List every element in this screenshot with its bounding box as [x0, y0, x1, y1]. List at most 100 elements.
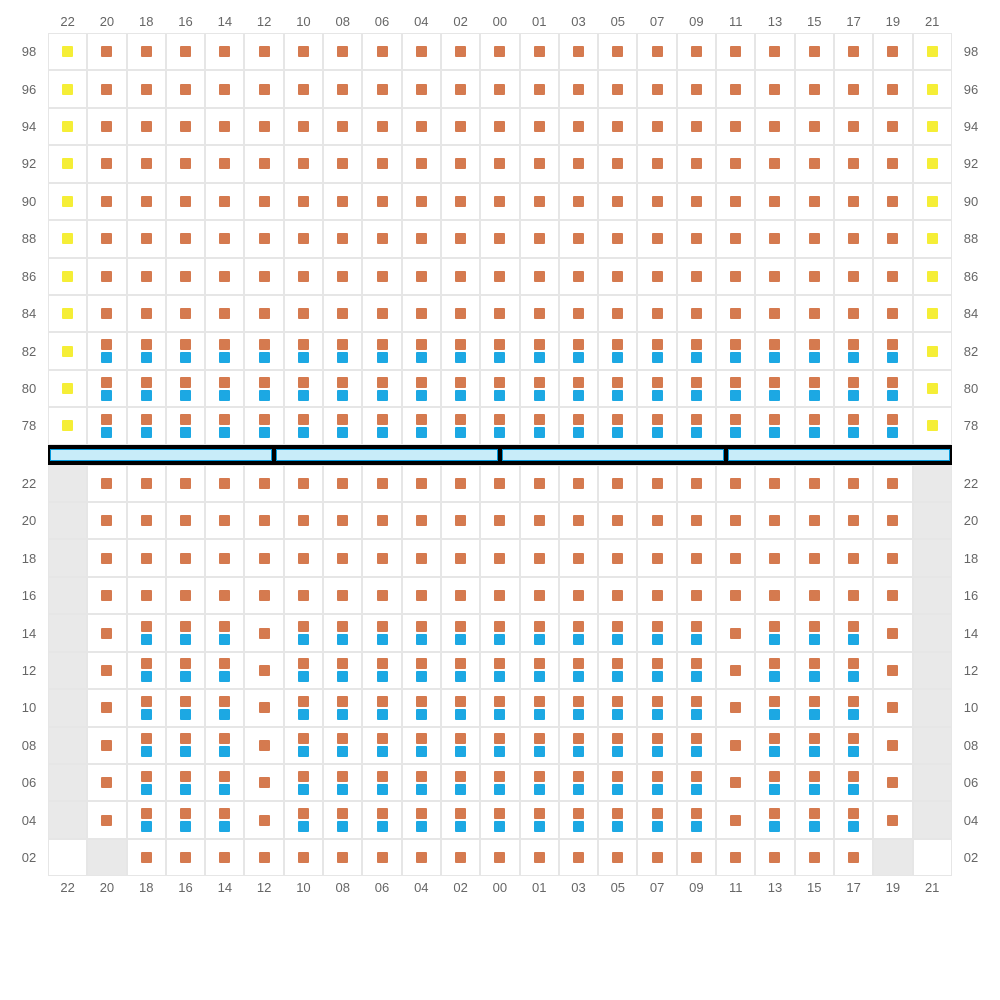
- seat-cell[interactable]: [637, 108, 676, 145]
- seat-cell[interactable]: [402, 727, 441, 764]
- seat-cell[interactable]: [48, 502, 87, 539]
- seat-cell[interactable]: [402, 183, 441, 220]
- seat-cell[interactable]: [166, 220, 205, 257]
- seat-cell[interactable]: [205, 502, 244, 539]
- seat-cell[interactable]: [795, 539, 834, 576]
- seat-cell[interactable]: [559, 295, 598, 332]
- seat-cell[interactable]: [166, 839, 205, 876]
- seat-cell[interactable]: [834, 801, 873, 838]
- seat-cell[interactable]: [873, 258, 912, 295]
- seat-cell[interactable]: [559, 689, 598, 726]
- seat-cell[interactable]: [362, 407, 401, 444]
- seat-cell[interactable]: [755, 258, 794, 295]
- seat-cell[interactable]: [873, 465, 912, 502]
- seat-cell[interactable]: [795, 70, 834, 107]
- seat-cell[interactable]: [755, 70, 794, 107]
- seat-cell[interactable]: [755, 33, 794, 70]
- seat-cell[interactable]: [402, 220, 441, 257]
- seat-cell[interactable]: [127, 502, 166, 539]
- seat-cell[interactable]: [834, 614, 873, 651]
- seat-cell[interactable]: [244, 70, 283, 107]
- seat-cell[interactable]: [166, 689, 205, 726]
- seat-cell[interactable]: [559, 539, 598, 576]
- seat-cell[interactable]: [205, 764, 244, 801]
- seat-cell[interactable]: [913, 801, 952, 838]
- seat-cell[interactable]: [480, 258, 519, 295]
- seat-cell[interactable]: [677, 502, 716, 539]
- seat-cell[interactable]: [873, 839, 912, 876]
- seat-cell[interactable]: [677, 539, 716, 576]
- seat-cell[interactable]: [834, 70, 873, 107]
- seat-cell[interactable]: [716, 258, 755, 295]
- seat-cell[interactable]: [323, 220, 362, 257]
- seat-cell[interactable]: [873, 33, 912, 70]
- seat-cell[interactable]: [598, 577, 637, 614]
- seat-cell[interactable]: [244, 407, 283, 444]
- seat-cell[interactable]: [795, 801, 834, 838]
- seat-cell[interactable]: [402, 145, 441, 182]
- seat-cell[interactable]: [913, 614, 952, 651]
- seat-cell[interactable]: [323, 839, 362, 876]
- seat-cell[interactable]: [480, 407, 519, 444]
- seat-cell[interactable]: [48, 145, 87, 182]
- seat-cell[interactable]: [87, 614, 126, 651]
- seat-cell[interactable]: [834, 33, 873, 70]
- seat-cell[interactable]: [520, 145, 559, 182]
- seat-cell[interactable]: [323, 258, 362, 295]
- seat-cell[interactable]: [716, 465, 755, 502]
- seat-cell[interactable]: [441, 839, 480, 876]
- seat-cell[interactable]: [873, 108, 912, 145]
- seat-cell[interactable]: [127, 108, 166, 145]
- seat-cell[interactable]: [244, 33, 283, 70]
- seat-cell[interactable]: [166, 258, 205, 295]
- seat-cell[interactable]: [87, 332, 126, 369]
- seat-cell[interactable]: [362, 727, 401, 764]
- seat-cell[interactable]: [87, 295, 126, 332]
- seat-cell[interactable]: [598, 502, 637, 539]
- seat-cell[interactable]: [559, 465, 598, 502]
- seat-cell[interactable]: [913, 295, 952, 332]
- seat-cell[interactable]: [480, 764, 519, 801]
- seat-cell[interactable]: [48, 801, 87, 838]
- seat-cell[interactable]: [598, 332, 637, 369]
- seat-cell[interactable]: [795, 839, 834, 876]
- seat-cell[interactable]: [598, 689, 637, 726]
- seat-cell[interactable]: [677, 70, 716, 107]
- seat-cell[interactable]: [323, 332, 362, 369]
- seat-cell[interactable]: [637, 839, 676, 876]
- seat-cell[interactable]: [637, 183, 676, 220]
- seat-cell[interactable]: [716, 183, 755, 220]
- seat-cell[interactable]: [598, 183, 637, 220]
- seat-cell[interactable]: [48, 183, 87, 220]
- seat-cell[interactable]: [362, 108, 401, 145]
- seat-cell[interactable]: [716, 295, 755, 332]
- seat-cell[interactable]: [637, 145, 676, 182]
- seat-cell[interactable]: [362, 33, 401, 70]
- seat-cell[interactable]: [402, 577, 441, 614]
- seat-cell[interactable]: [402, 70, 441, 107]
- seat-cell[interactable]: [795, 220, 834, 257]
- seat-cell[interactable]: [795, 652, 834, 689]
- seat-cell[interactable]: [480, 220, 519, 257]
- seat-cell[interactable]: [716, 407, 755, 444]
- seat-cell[interactable]: [677, 764, 716, 801]
- seat-cell[interactable]: [244, 370, 283, 407]
- seat-cell[interactable]: [755, 764, 794, 801]
- seat-cell[interactable]: [755, 407, 794, 444]
- seat-cell[interactable]: [284, 764, 323, 801]
- seat-cell[interactable]: [480, 108, 519, 145]
- seat-cell[interactable]: [520, 652, 559, 689]
- seat-cell[interactable]: [913, 258, 952, 295]
- seat-cell[interactable]: [323, 295, 362, 332]
- seat-cell[interactable]: [873, 407, 912, 444]
- seat-cell[interactable]: [205, 332, 244, 369]
- seat-cell[interactable]: [598, 33, 637, 70]
- seat-cell[interactable]: [559, 764, 598, 801]
- seat-cell[interactable]: [362, 539, 401, 576]
- seat-cell[interactable]: [834, 539, 873, 576]
- seat-cell[interactable]: [480, 801, 519, 838]
- seat-cell[interactable]: [205, 183, 244, 220]
- seat-cell[interactable]: [795, 689, 834, 726]
- seat-cell[interactable]: [166, 332, 205, 369]
- seat-cell[interactable]: [127, 407, 166, 444]
